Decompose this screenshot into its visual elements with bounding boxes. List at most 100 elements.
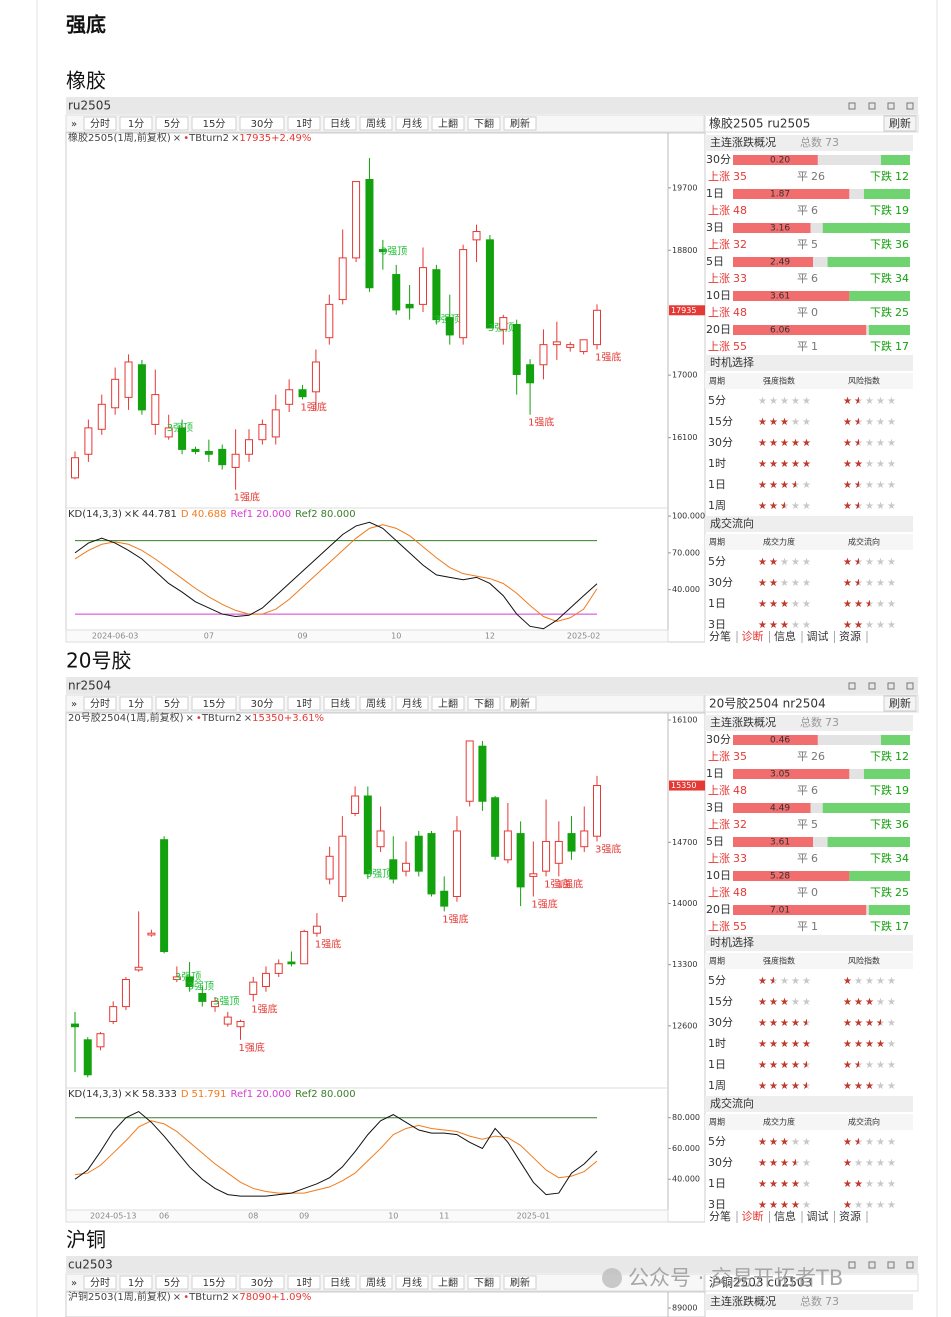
window-button[interactable] [906,102,914,110]
window-button[interactable] [906,682,914,690]
stat-label: 上涨 [708,920,730,933]
star-filled: ★ [769,1200,778,1211]
toolbar-button[interactable] [431,116,465,131]
tab[interactable]: 调试 [807,630,829,643]
toolbar-button[interactable] [191,1275,237,1290]
period: 1日 [708,1058,726,1071]
x-tick-label: 10 [388,1212,398,1221]
toolbar-button[interactable] [287,696,321,711]
window-button[interactable] [868,102,876,110]
toolbar-button[interactable] [503,696,537,711]
toolbar-button[interactable] [359,1275,393,1290]
star-empty: ★ [876,1081,885,1092]
toolbar-button[interactable] [191,116,237,131]
period: 5日 [706,255,724,268]
toolbar-label: 5分 [164,118,180,130]
toolbar-button[interactable] [467,116,501,131]
toolbar-button[interactable] [323,116,357,131]
toolbar-button[interactable] [467,696,501,711]
star-rating: ★★ ★★ ★★ ★ ★ [758,620,811,631]
refresh-button[interactable] [883,695,917,712]
star-empty: ★ [843,1200,852,1211]
toolbar-button[interactable] [155,1275,189,1290]
tab[interactable]: 诊断 [742,629,764,643]
toolbar-button[interactable] [359,696,393,711]
stat-label: 平 [797,306,808,319]
toolbar-button[interactable] [395,1275,429,1290]
total-value: 73 [825,1295,839,1308]
toolbar-button[interactable] [239,1275,285,1290]
last-price: 17935 [671,306,696,315]
window-button[interactable] [848,1261,856,1269]
tab[interactable]: 资源 [839,1209,861,1223]
bar-up [733,769,850,779]
stat-down: 下跌 12 [870,749,909,763]
toolbar-button[interactable] [239,696,285,711]
signal-label: 1强底 [442,912,468,925]
tab[interactable]: 资源 [839,629,861,643]
star-filled: ★ [769,480,778,491]
stat-label: 上涨 [708,852,730,865]
toolbar-button[interactable] [119,696,153,711]
sidebar-title: 沪铜2503 cu2503 [709,1275,812,1290]
toolbar-button[interactable] [395,116,429,131]
tab[interactable]: 分笔 [709,1209,731,1223]
toolbar-button[interactable] [431,696,465,711]
toolbar-button[interactable] [155,696,189,711]
tab[interactable]: 分笔 [709,629,731,643]
toolbar-label: 上翻 [438,118,458,130]
toolbar-button[interactable] [83,1275,117,1290]
star-rating: ★★ ★★ ★★ ★ ★ [758,1137,811,1148]
toolbar-button[interactable] [119,116,153,131]
star-filled: ★ [769,1039,778,1050]
kd-legend: KD(14,3,3) ×K 44.781 D 40.688 Ref1 20.000 Ref2 8… [68,509,356,520]
toolbar-button[interactable] [467,1275,501,1290]
toolbar-button[interactable] [431,1275,465,1290]
refresh-button[interactable] [883,115,917,132]
d-last: 40.688 [192,509,227,520]
star-empty: ★ [843,1039,852,1050]
toolbar-button[interactable] [119,1275,153,1290]
window-button[interactable] [848,102,856,110]
window-button[interactable] [887,102,895,110]
window-button[interactable] [868,682,876,690]
toolbar-button[interactable] [395,696,429,711]
sidebar-title: 20号胶2504 nr2504 [709,696,826,711]
toolbar-button[interactable] [83,116,117,131]
star-rating: ★★ ★★ ★★ ★★ ★ [843,1018,896,1029]
stat-up: 上涨 48 [708,886,747,899]
toolbar-button[interactable] [155,116,189,131]
tab[interactable]: 信息 [774,1209,796,1223]
window-button[interactable] [887,682,895,690]
toolbar-button[interactable] [503,116,537,131]
period: 1日 [708,597,726,610]
tab[interactable]: 调试 [807,1210,829,1223]
stat-up: 上涨 33 [708,852,747,865]
refresh-label: 刷新 [889,116,911,130]
toolbar-button[interactable] [323,696,357,711]
tab-bar [705,1210,918,1223]
window-button[interactable] [868,1261,876,1269]
toolbar-button[interactable] [239,116,285,131]
tab[interactable]: 信息 [774,629,796,643]
signal-label: 1强底 [544,877,570,890]
window-button[interactable] [887,1261,895,1269]
toolbar-button[interactable] [287,116,321,131]
star-filled: ★ [865,599,874,610]
toolbar-button[interactable] [359,116,393,131]
candle-body [516,833,525,888]
window-button[interactable] [848,682,856,690]
window-button[interactable] [906,1261,914,1269]
toolbar-button[interactable] [503,1275,537,1290]
signal-label: 3强顶 [188,981,214,993]
star-filled: ★ [780,459,789,470]
toolbar-button[interactable] [287,1275,321,1290]
star-filled: ★ [769,438,778,449]
total-value: 73 [825,136,839,149]
star-rating: ★★ ★★ ★★ ★ ★ [758,417,811,428]
tab[interactable]: 诊断 [742,1209,764,1223]
toolbar-button[interactable] [191,696,237,711]
star-empty: ★ [876,396,885,407]
toolbar-button[interactable] [323,1275,357,1290]
toolbar-button[interactable] [83,696,117,711]
